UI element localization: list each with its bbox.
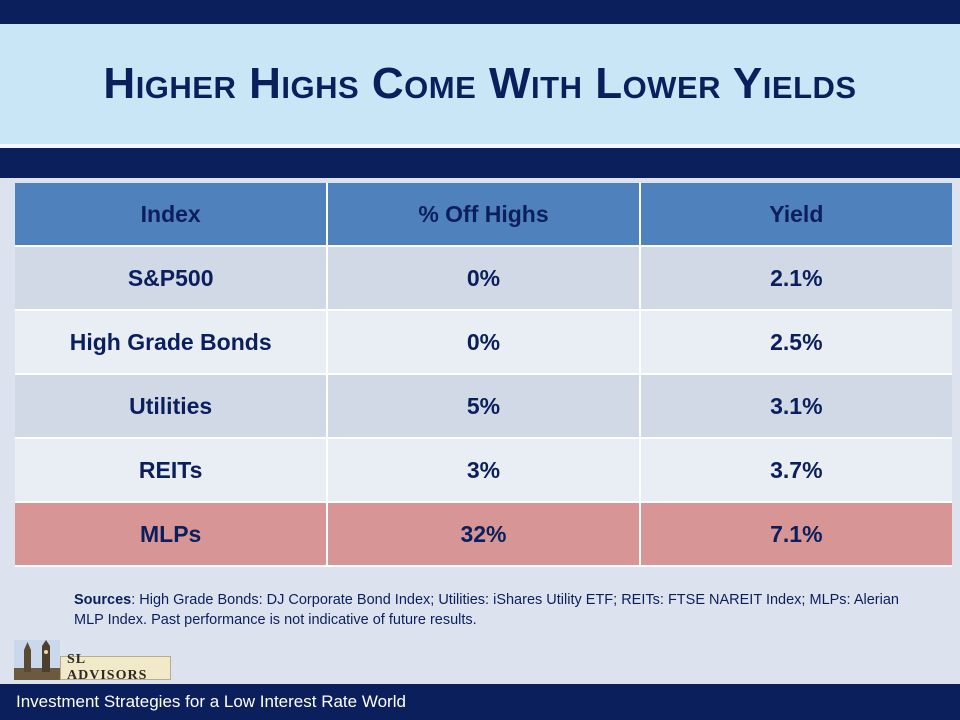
- divider: [0, 144, 960, 148]
- col-header-yield: Yield: [639, 183, 952, 247]
- cell-off-highs: 5%: [327, 374, 641, 439]
- cell-yield: 3.1%: [639, 374, 952, 439]
- cell-index: S&P500: [15, 246, 329, 311]
- cell-off-highs: 0%: [327, 246, 641, 311]
- top-bar: [0, 0, 960, 24]
- table-row: S&P500 0% 2.1%: [15, 246, 952, 311]
- cell-yield: 7.1%: [639, 502, 952, 567]
- table-row-highlighted: MLPs 32% 7.1%: [15, 502, 952, 567]
- cell-off-highs: 0%: [327, 310, 641, 375]
- data-table: Index % Off Highs Yield S&P500 0% 2.1% H…: [15, 183, 952, 567]
- table-row: Utilities 5% 3.1%: [15, 374, 952, 439]
- big-ben-icon: [14, 640, 60, 680]
- cell-off-highs: 3%: [327, 438, 641, 503]
- cell-off-highs: 32%: [327, 502, 641, 567]
- footer-tagline: Investment Strategies for a Low Interest…: [16, 692, 406, 711]
- sources-label: Sources: [74, 592, 132, 608]
- cell-yield: 2.5%: [639, 310, 952, 375]
- cell-index: High Grade Bonds: [15, 310, 329, 375]
- table-header-row: Index % Off Highs Yield: [15, 183, 952, 247]
- navy-band: [0, 148, 960, 178]
- logo-text: SL ADVISORS: [60, 652, 171, 683]
- table-row: High Grade Bonds 0% 2.5%: [15, 310, 952, 375]
- sources-note: Sources: High Grade Bonds: DJ Corporate …: [74, 590, 904, 630]
- page-title: Higher Highs Come With Lower Yields: [103, 59, 857, 108]
- title-band: Higher Highs Come With Lower Yields: [0, 24, 960, 144]
- cell-index: Utilities: [15, 374, 329, 439]
- col-header-index: Index: [15, 183, 329, 247]
- col-header-off-highs: % Off Highs: [327, 183, 641, 247]
- footer-bar: Investment Strategies for a Low Interest…: [0, 684, 960, 720]
- cell-index: REITs: [15, 438, 329, 503]
- cell-yield: 3.7%: [639, 438, 952, 503]
- cell-yield: 2.1%: [639, 246, 952, 311]
- table-row: REITs 3% 3.7%: [15, 438, 952, 503]
- company-logo: SL ADVISORS: [14, 640, 171, 683]
- sources-text: : High Grade Bonds: DJ Corporate Bond In…: [74, 592, 899, 628]
- cell-index: MLPs: [15, 502, 329, 567]
